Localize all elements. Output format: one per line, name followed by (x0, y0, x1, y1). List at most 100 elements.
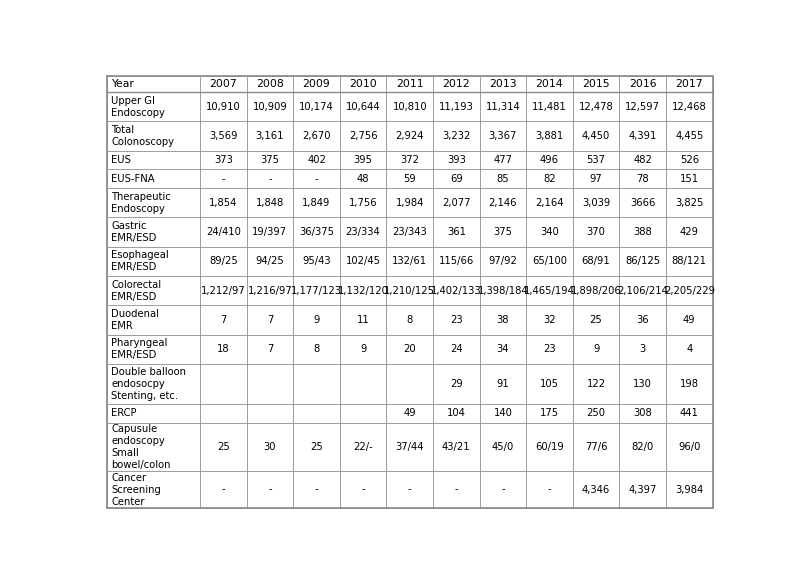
Bar (386, 423, 433, 471)
Bar (246, 121, 294, 151)
Text: 43/21: 43/21 (442, 442, 470, 452)
Bar (619, 76, 666, 92)
Text: 96/0: 96/0 (678, 442, 701, 452)
Bar (200, 169, 246, 188)
Bar (386, 276, 433, 305)
Text: -: - (268, 174, 272, 183)
Text: 3,825: 3,825 (675, 198, 703, 208)
Text: 2015: 2015 (582, 79, 610, 89)
Bar (573, 218, 619, 247)
Bar (666, 276, 713, 305)
Bar (340, 305, 386, 335)
Bar (619, 188, 666, 218)
Bar (479, 76, 526, 92)
Bar (666, 404, 713, 423)
Text: 94/25: 94/25 (255, 256, 284, 267)
Bar (340, 364, 386, 404)
Bar (479, 92, 526, 121)
Text: 82/0: 82/0 (631, 442, 654, 452)
Text: 3: 3 (639, 344, 646, 354)
Bar (573, 151, 619, 169)
Text: 2012: 2012 (442, 79, 470, 89)
Text: 32: 32 (543, 315, 556, 325)
Bar (340, 169, 386, 188)
Bar (619, 404, 666, 423)
Text: Double balloon
endosocpy
Stenting, etc.: Double balloon endosocpy Stenting, etc. (111, 367, 186, 401)
Text: -: - (222, 485, 225, 494)
Text: 2,106/214: 2,106/214 (618, 286, 668, 296)
Bar (479, 305, 526, 335)
Bar (386, 169, 433, 188)
Text: 2007: 2007 (210, 79, 238, 89)
Text: 30: 30 (264, 442, 276, 452)
Text: -: - (314, 485, 318, 494)
Text: Capusule
endoscopy
Small
bowel/colon: Capusule endoscopy Small bowel/colon (111, 424, 170, 470)
Bar (246, 151, 294, 169)
Bar (526, 76, 573, 92)
Text: 402: 402 (307, 155, 326, 165)
Bar (386, 188, 433, 218)
Text: 19/397: 19/397 (252, 227, 287, 237)
Bar (573, 335, 619, 364)
Bar (294, 335, 340, 364)
Bar (294, 247, 340, 276)
Text: 82: 82 (543, 174, 556, 183)
Bar (526, 188, 573, 218)
Text: 9: 9 (360, 344, 366, 354)
Text: 9: 9 (593, 344, 599, 354)
Text: 3,984: 3,984 (675, 485, 703, 494)
Text: 22/-: 22/- (354, 442, 373, 452)
Text: 4,455: 4,455 (675, 131, 703, 141)
Text: 2,164: 2,164 (535, 198, 564, 208)
Text: 9: 9 (314, 315, 320, 325)
Bar (386, 76, 433, 92)
Bar (340, 335, 386, 364)
Bar (246, 92, 294, 121)
Text: 4,397: 4,397 (629, 485, 657, 494)
Bar (294, 423, 340, 471)
Text: 122: 122 (586, 379, 606, 389)
Text: 37/44: 37/44 (395, 442, 424, 452)
Text: 3,161: 3,161 (256, 131, 284, 141)
Bar (479, 218, 526, 247)
Bar (294, 305, 340, 335)
Bar (433, 92, 479, 121)
Text: 59: 59 (403, 174, 416, 183)
Bar (107, 218, 200, 247)
Bar (573, 92, 619, 121)
Text: 388: 388 (634, 227, 652, 237)
Text: 1,402/133: 1,402/133 (431, 286, 482, 296)
Bar (294, 121, 340, 151)
Text: EUS-FNA: EUS-FNA (111, 174, 154, 183)
Text: 3,881: 3,881 (535, 131, 564, 141)
Bar (526, 247, 573, 276)
Text: 2011: 2011 (396, 79, 423, 89)
Bar (479, 169, 526, 188)
Bar (107, 305, 200, 335)
Bar (433, 169, 479, 188)
Text: 361: 361 (446, 227, 466, 237)
Text: 69: 69 (450, 174, 462, 183)
Bar (573, 471, 619, 508)
Text: 78: 78 (636, 174, 649, 183)
Bar (479, 404, 526, 423)
Text: 308: 308 (634, 409, 652, 418)
Bar (666, 169, 713, 188)
Text: 130: 130 (634, 379, 652, 389)
Text: 25: 25 (217, 442, 230, 452)
Bar (666, 76, 713, 92)
Bar (340, 276, 386, 305)
Text: 2009: 2009 (302, 79, 330, 89)
Text: -: - (454, 485, 458, 494)
Bar (107, 423, 200, 471)
Bar (573, 169, 619, 188)
Bar (573, 276, 619, 305)
Text: 1,210/125: 1,210/125 (384, 286, 435, 296)
Bar (107, 169, 200, 188)
Text: 198: 198 (680, 379, 698, 389)
Bar (479, 364, 526, 404)
Text: 11,314: 11,314 (486, 102, 520, 111)
Text: 65/100: 65/100 (532, 256, 567, 267)
Bar (433, 335, 479, 364)
Text: 10,174: 10,174 (299, 102, 334, 111)
